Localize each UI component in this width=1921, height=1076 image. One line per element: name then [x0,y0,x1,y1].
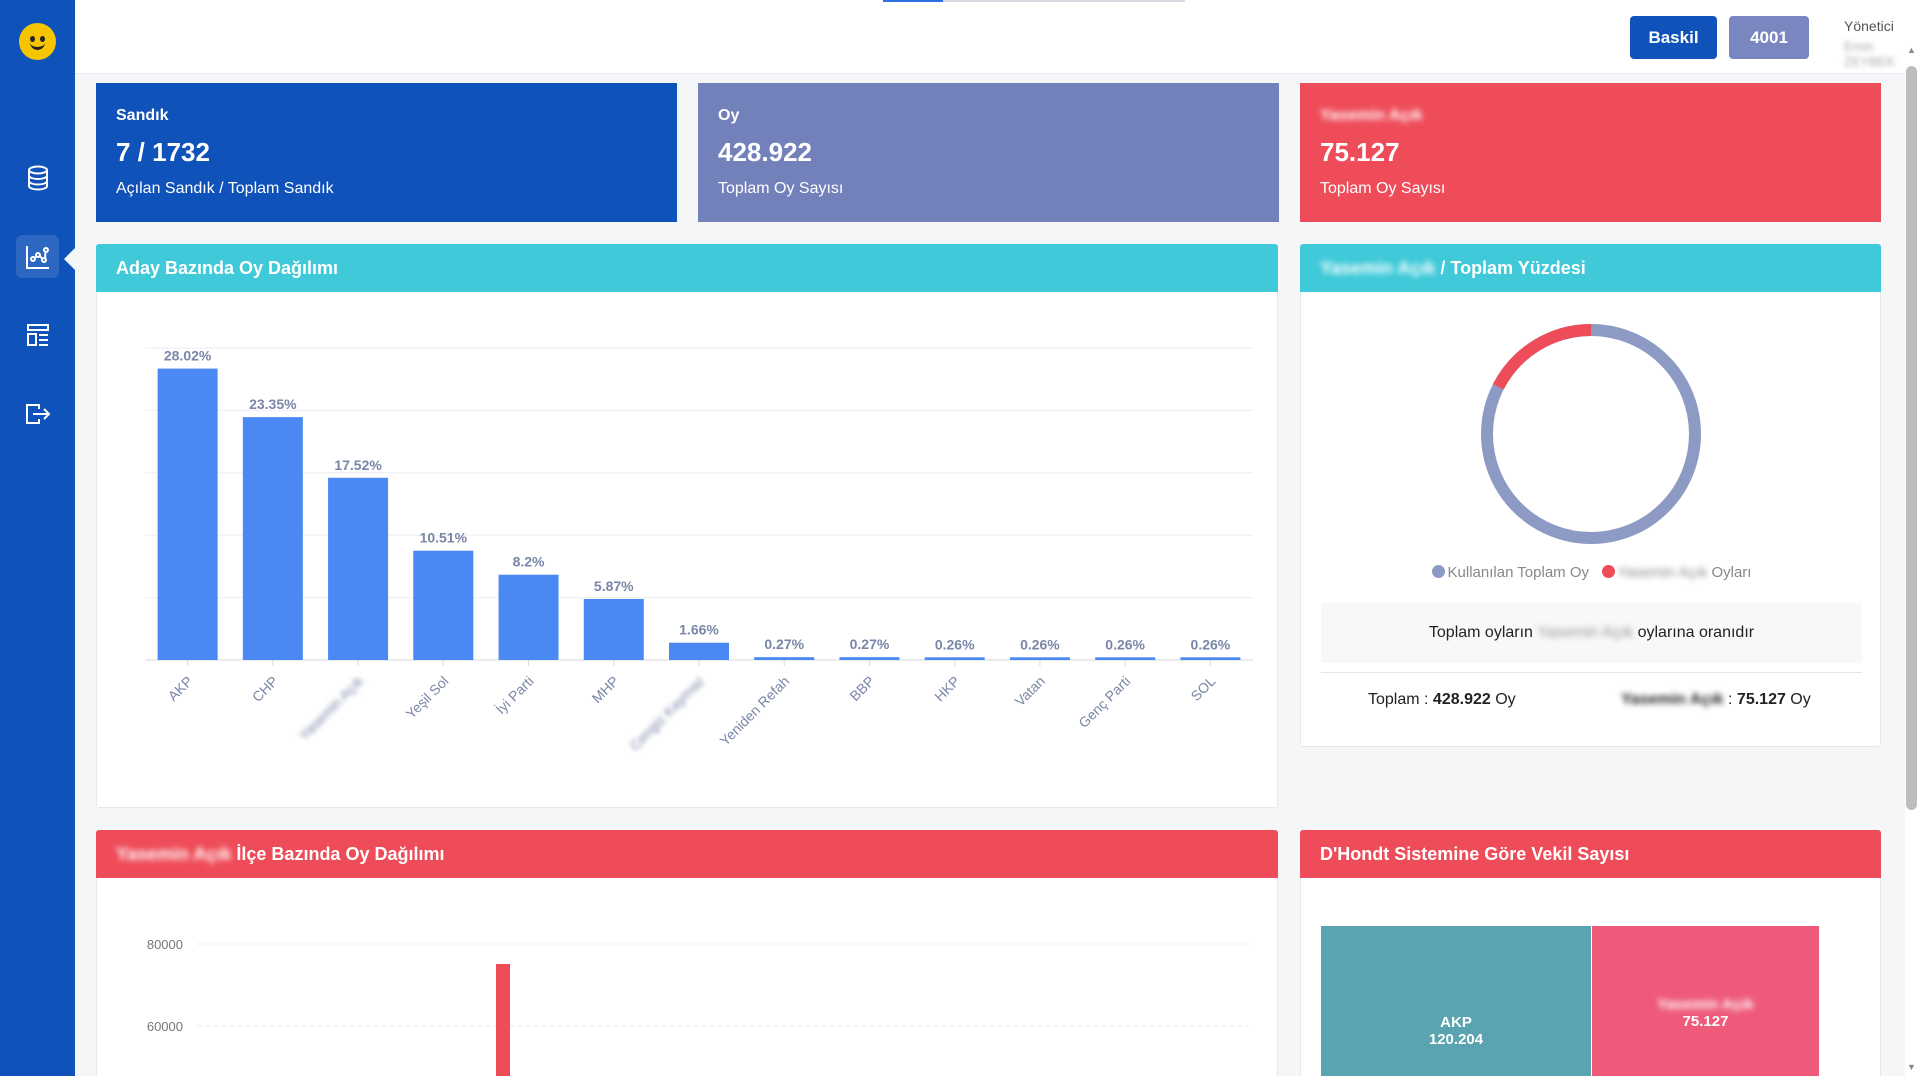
top-bar: Baskil 4001 Yönetici Emin ZEYBEK ▾ [75,0,1921,74]
bar-value-label: 0.26% [1020,636,1060,652]
stat-card-candidate: Yasemin Açık 75.127 Toplam Oy Sayısı [1300,83,1881,222]
y-tick-label: 80000 [147,937,183,952]
user-role: Yönetici [1844,18,1894,34]
layout-list-icon[interactable] [16,313,59,356]
panel-title-name: Yasemin Açık [116,843,232,864]
bar-value-label: 10.51% [420,530,468,546]
panel-title-rest: / Toplam Yüzdesi [1435,257,1586,278]
candidate-votes: Yasemin Açık : 75.127 Oy [1621,691,1811,708]
bar[interactable] [328,477,389,660]
bar-value-label: 1.66% [679,622,719,638]
sidebar [0,0,75,1076]
treemap-cell-candidate[interactable]: Yasemin Açık 75.127 [1592,926,1819,1076]
panel-title: Yasemin Açık / Toplam Yüzdesi [1300,244,1881,292]
candidate-bar-chart: 28.02% AKP 23.35% CHP 17.52% Yasemin Açık 10.5… [145,347,1253,754]
donut-legend: Kullanılan Toplam Oy Yasemin Açık Oyları [1301,564,1882,581]
bar-value-label: 23.35% [249,396,297,412]
treemap-cell-akp[interactable]: AKP 120.204 [1321,926,1591,1076]
stat-desc: Toplam Oy Sayısı [718,180,844,197]
bar-value-label: 0.26% [935,636,975,652]
total-votes: Toplam : 428.922 Oy [1368,691,1516,708]
bar[interactable] [1009,657,1070,660]
category-tick-label: HKP [931,673,963,705]
bar[interactable] [413,550,474,660]
scroll-up-arrow-icon[interactable]: ▲ [1907,45,1916,55]
stat-value: 428.922 [718,137,812,167]
bar[interactable] [242,417,303,660]
district-vote-panel: Yasemin Açık İlçe Bazında Oy Dağılımı 80… [96,830,1278,1076]
panel-title-name: Yasemin Açık [1320,257,1436,278]
bar[interactable] [669,642,729,660]
category-tick-label: MHP [589,673,622,706]
logout-icon[interactable] [16,392,59,435]
scrollbar-thumb[interactable] [1906,66,1917,810]
stat-desc: Açılan Sandık / Toplam Sandık [116,180,334,197]
category-tick-label: İyi Parti [492,672,537,717]
panel-title-rest: İlçe Bazında Oy Dağılımı [231,843,445,864]
bar-value-label: 0.27% [850,636,890,652]
category-tick-label: Vatan [1012,673,1048,709]
top-tab-indicator [883,0,1185,2]
category-tick-label: Yeşil Sol [403,673,452,722]
candidate-ratio-panel: Yasemin Açık / Toplam Yüzdesi Kullanılan… [1300,244,1881,747]
stat-value: 75.127 [1320,137,1400,167]
category-tick-label: BBP [846,673,877,704]
panel-title: Yasemin Açık İlçe Bazında Oy Dağılımı [96,830,1278,878]
legend-item-candidate[interactable]: Yasemin Açık Oyları [1601,564,1751,581]
bar[interactable] [1180,657,1241,660]
baskil-button[interactable]: Baskil [1630,16,1717,59]
bar[interactable] [583,598,644,660]
bar-value-label: 8.2% [513,554,545,570]
district-bar[interactable] [496,963,510,1076]
stat-label: Sandık [116,107,169,124]
logo-smiley-icon[interactable] [19,23,56,60]
bar-value-label: 17.52% [334,457,382,473]
donut-chart [1451,305,1731,565]
bar-value-label: 28.02% [164,348,212,364]
bar[interactable] [754,657,815,660]
category-tick-label: Cengiz Kaymaz [626,673,707,754]
category-tick-label: Genç Parti [1075,673,1133,731]
y-tick-label: 60000 [147,1019,183,1034]
code-4001-button[interactable]: 4001 [1729,16,1809,59]
stat-label: Yasemin Açık [1320,107,1423,124]
bar[interactable] [839,657,900,660]
category-tick-label: SOL [1187,673,1218,704]
bar[interactable] [924,657,985,660]
donut-slice-candidate[interactable] [1451,305,1731,565]
stat-card-oy: Oy 428.922 Toplam Oy Sayısı [698,83,1279,222]
panel-title: Aday Bazında Oy Dağılımı [96,244,1278,292]
category-tick-label: AKP [165,673,196,704]
stat-card-sandik: Sandık 7 / 1732 Açılan Sandık / Toplam S… [96,83,677,222]
database-icon[interactable] [16,156,59,199]
candidate-vote-panel: Aday Bazında Oy Dağılımı 28.02% AKP 23.35%… [96,244,1278,808]
legend-item-total[interactable]: Kullanılan Toplam Oy [1431,564,1589,581]
chart-icon[interactable] [16,235,59,278]
stat-desc: Toplam Oy Sayısı [1320,180,1446,197]
bar-value-label: 5.87% [594,578,634,594]
bar-value-label: 0.27% [764,636,804,652]
category-tick-label: Yasemin Açık [296,672,367,743]
stat-value: 7 / 1732 [116,137,210,167]
bar-value-label: 0.26% [1105,636,1145,652]
bar[interactable] [1095,657,1156,660]
dhondt-panel: D'Hondt Sistemine Göre Vekil Sayısı AKP … [1300,830,1881,1076]
category-tick-label: Yeniden Refah [716,673,792,749]
ratio-caption: Toplam oyların Yasemin Açık oylarına ora… [1321,603,1862,663]
user-name[interactable]: Emin ZEYBEK [1844,39,1896,69]
bar[interactable] [157,368,218,660]
panel-title: D'Hondt Sistemine Göre Vekil Sayısı [1300,830,1881,878]
scroll-down-arrow-icon[interactable]: ▼ [1907,1062,1916,1072]
bar-value-label: 0.26% [1191,636,1231,652]
stat-label: Oy [718,107,740,124]
district-bar-chart: 80000 60000 [147,937,1253,1076]
category-tick-label: CHP [249,673,281,705]
bar[interactable] [498,574,559,660]
